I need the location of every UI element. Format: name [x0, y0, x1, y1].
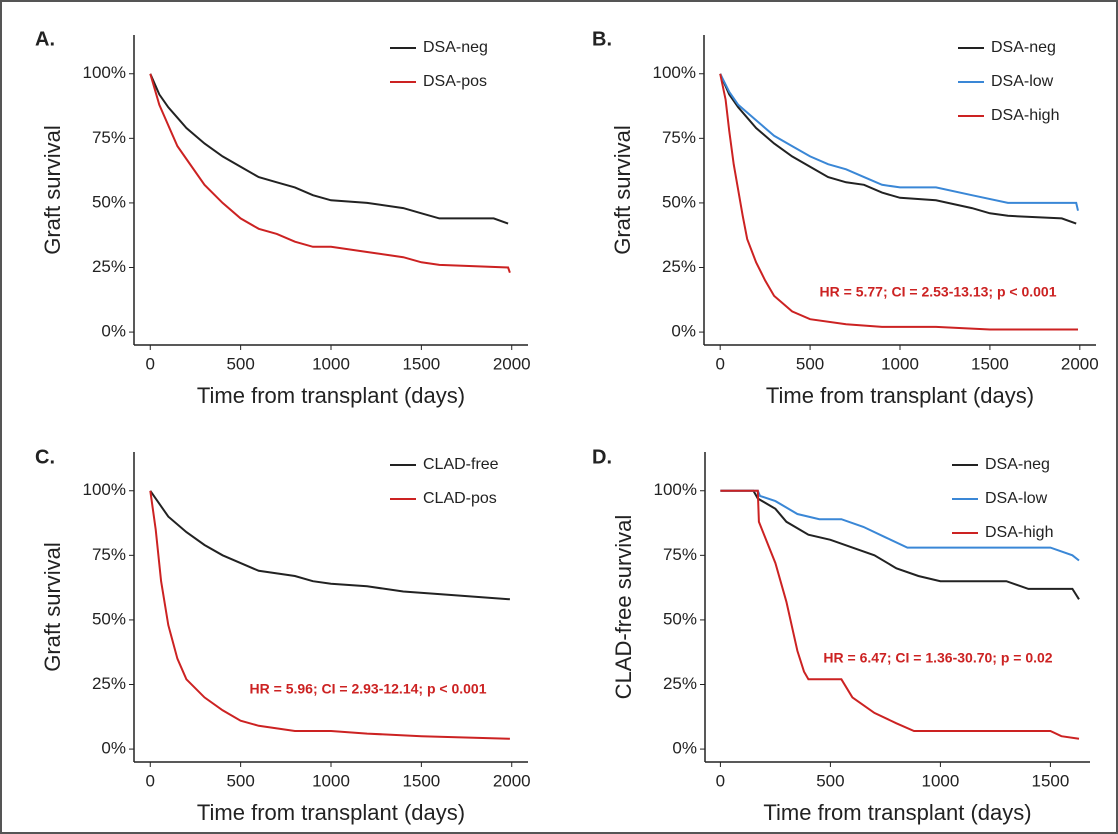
legend-label: DSA-neg — [991, 39, 1056, 56]
x-tick-label: 2000 — [1061, 354, 1099, 373]
y-tick-label: 25% — [662, 257, 696, 276]
y-tick-label: 75% — [663, 545, 697, 564]
legend-label: DSA-low — [985, 490, 1048, 507]
survival-curve — [720, 489, 1080, 740]
survival-curve — [149, 490, 510, 740]
y-tick-label: 50% — [92, 609, 126, 628]
x-tick-label: 0 — [146, 771, 155, 790]
x-axis-title: Time from transplant (days) — [763, 800, 1031, 825]
y-tick-label: 75% — [92, 545, 126, 564]
y-tick-label: 25% — [663, 674, 697, 693]
annotation: HR = 5.77; CI = 2.53-13.13; p < 0.001 — [820, 284, 1057, 300]
y-tick-label: 75% — [662, 128, 696, 147]
legend-label: CLAD-free — [423, 456, 499, 473]
survival-curve — [719, 73, 1078, 331]
x-tick-label: 1500 — [402, 771, 440, 790]
x-tick-label: 1000 — [312, 771, 350, 790]
x-tick-label: 0 — [146, 354, 155, 373]
annotation: HR = 5.96; CI = 2.93-12.14; p < 0.001 — [250, 681, 487, 697]
survival-curve — [719, 73, 1079, 211]
y-axis-title: CLAD-free survival — [611, 515, 636, 700]
x-tick-label: 0 — [715, 354, 724, 373]
panel-label: A. — [35, 28, 55, 50]
legend-label: CLAD-pos — [423, 490, 497, 507]
x-tick-label: 1500 — [971, 354, 1009, 373]
x-axis-title: Time from transplant (days) — [766, 383, 1034, 408]
y-axis-title: Graft survival — [610, 125, 635, 255]
y-tick-label: 25% — [92, 257, 126, 276]
survival-curve — [720, 489, 1080, 600]
x-tick-label: 1500 — [1031, 771, 1069, 790]
x-tick-label: 1000 — [312, 354, 350, 373]
survival-curve — [149, 490, 510, 601]
x-tick-label: 1000 — [881, 354, 919, 373]
x-tick-label: 500 — [816, 771, 844, 790]
y-tick-label: 100% — [83, 63, 126, 82]
y-tick-label: 100% — [654, 480, 697, 499]
x-tick-label: 2000 — [493, 771, 531, 790]
x-tick-label: 2000 — [493, 354, 531, 373]
x-tick-label: 1000 — [921, 771, 959, 790]
legend-label: DSA-neg — [985, 456, 1050, 473]
x-axis-title: Time from transplant (days) — [197, 800, 465, 825]
y-tick-label: 50% — [663, 609, 697, 628]
x-tick-label: 1500 — [402, 354, 440, 373]
y-tick-label: 100% — [83, 480, 126, 499]
x-tick-label: 500 — [226, 771, 254, 790]
y-tick-label: 50% — [92, 192, 126, 211]
legend-label: DSA-low — [991, 73, 1054, 90]
y-axis-title: Graft survival — [40, 542, 65, 672]
y-axis-title: Graft survival — [40, 125, 65, 255]
panel-label: C. — [35, 446, 55, 468]
legend-label: DSA-neg — [423, 39, 488, 56]
survival-curve — [149, 73, 509, 225]
legend-label: DSA-pos — [423, 73, 487, 90]
y-tick-label: 0% — [671, 322, 696, 341]
legend-label: DSA-high — [991, 107, 1059, 124]
y-tick-label: 0% — [672, 739, 697, 758]
y-tick-label: 25% — [92, 674, 126, 693]
x-tick-label: 500 — [226, 354, 254, 373]
survival-curve — [720, 489, 1080, 562]
y-tick-label: 0% — [101, 739, 126, 758]
x-tick-label: 0 — [716, 771, 725, 790]
annotation: HR = 6.47; CI = 1.36-30.70; p = 0.02 — [823, 650, 1052, 666]
legend-label: DSA-high — [985, 524, 1053, 541]
x-tick-label: 500 — [796, 354, 824, 373]
y-tick-label: 75% — [92, 128, 126, 147]
survival-curve — [149, 73, 511, 274]
panel-label: B. — [592, 28, 612, 50]
y-tick-label: 50% — [662, 192, 696, 211]
y-tick-label: 0% — [101, 322, 126, 341]
x-axis-title: Time from transplant (days) — [197, 383, 465, 408]
panel-label: D. — [592, 446, 612, 468]
survival-curve — [719, 73, 1077, 225]
y-tick-label: 100% — [653, 63, 696, 82]
